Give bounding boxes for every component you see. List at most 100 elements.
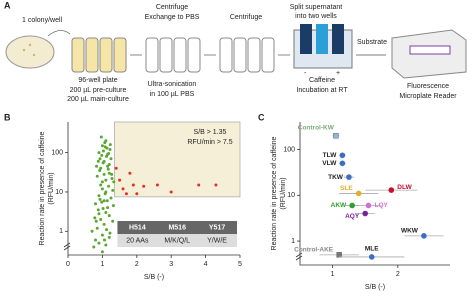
y-tick-label: 100 [283,146,295,153]
axis-break [63,242,71,251]
plate-wells [71,37,127,73]
point [346,174,352,180]
point [108,231,112,235]
point [349,202,355,209]
table-cell: M/K/Q/L [164,237,190,244]
point [104,190,108,194]
point [104,211,108,215]
point [339,152,346,159]
point [107,151,111,155]
point [97,212,101,216]
point [100,153,104,157]
plate-wells [219,37,275,73]
diagram-label: 1 colony/well [22,17,63,24]
point-label: MLE [365,246,379,253]
point [355,190,362,197]
caffeine-plate [293,24,353,69]
diagram-label: Substrate [357,39,387,46]
table-row-bg [117,234,237,247]
axis-break [295,252,303,261]
point [94,238,98,242]
x-tick-label: 4 [204,261,208,268]
point [128,171,132,175]
panel-label: A [4,0,11,10]
point [95,226,99,230]
point [111,219,115,223]
point [105,154,109,158]
point [107,171,111,175]
point-label: VLW [322,160,337,167]
point [107,235,111,239]
threshold-region [114,121,241,198]
point [333,133,339,139]
y-tick-label: 1 [291,238,295,245]
point [112,180,116,184]
diagram-label: Exchange to PBS [145,14,200,21]
point-label: TLW [323,152,338,159]
diagram-label: into two wells [295,13,337,20]
point [155,183,159,187]
point [214,183,218,187]
point [142,184,146,188]
point [104,178,108,182]
point [95,164,99,168]
diagram-label: Centrifuge [156,4,188,11]
diagram-label: Fluorescence [407,83,449,90]
point [102,222,106,226]
point-label: SLE [340,185,353,192]
point [365,202,372,209]
diagram-label: - [304,70,307,77]
arrow [47,30,71,37]
workflow-diagram: 1 colony/well Centrifuge Exchange to PBS… [5,4,467,103]
point-label: TKW [328,174,344,181]
point [108,148,112,152]
point [94,219,98,223]
point [100,200,104,204]
point [197,183,201,187]
x-tick-label: 3 [169,261,173,268]
point-label: DLW [397,184,412,191]
point [109,157,113,161]
point-label: AQY [345,213,360,220]
annotation: RFU/min > 7.5 [187,139,232,146]
point [100,233,104,237]
diagram-label: Ultra-sonication [148,81,197,88]
point-label: Control-KW [298,124,335,131]
point [169,190,173,194]
y-axis-label: Reaction rate in presence of caffeine [271,136,278,250]
point [339,160,346,167]
x-tick-label: 1 [100,261,104,268]
point [109,196,113,200]
diagram-label: + [336,70,340,77]
petri-dish [5,35,55,69]
point [108,143,112,147]
point [107,184,111,188]
point [94,202,98,206]
table-cell: 20 AAs [126,237,149,244]
point [135,192,139,196]
table-header: H514 [129,224,146,231]
point-label: Control-AKE [294,247,334,254]
point [99,135,103,139]
point [102,172,106,176]
x-axis-label: S/B (-) [144,274,164,281]
point-label: AKW [331,202,347,209]
point [98,169,102,173]
point [336,252,342,258]
diagram-label: Incubation at RT [296,87,348,94]
point [421,233,427,239]
point [100,250,104,254]
panel-label: B [4,112,11,122]
y-tick-label: 10 [287,192,295,199]
point [121,187,125,191]
diagram-label: 200 µL main-culture [67,96,129,103]
table-cell: Y/W/E [207,237,227,244]
point [96,208,100,212]
point [102,199,106,203]
table-header: M516 [168,224,186,231]
point [90,229,94,233]
point [98,197,102,201]
y-axis-label: (RFU/min) [280,177,287,209]
point [100,144,104,148]
table-header: Y517 [209,224,225,231]
